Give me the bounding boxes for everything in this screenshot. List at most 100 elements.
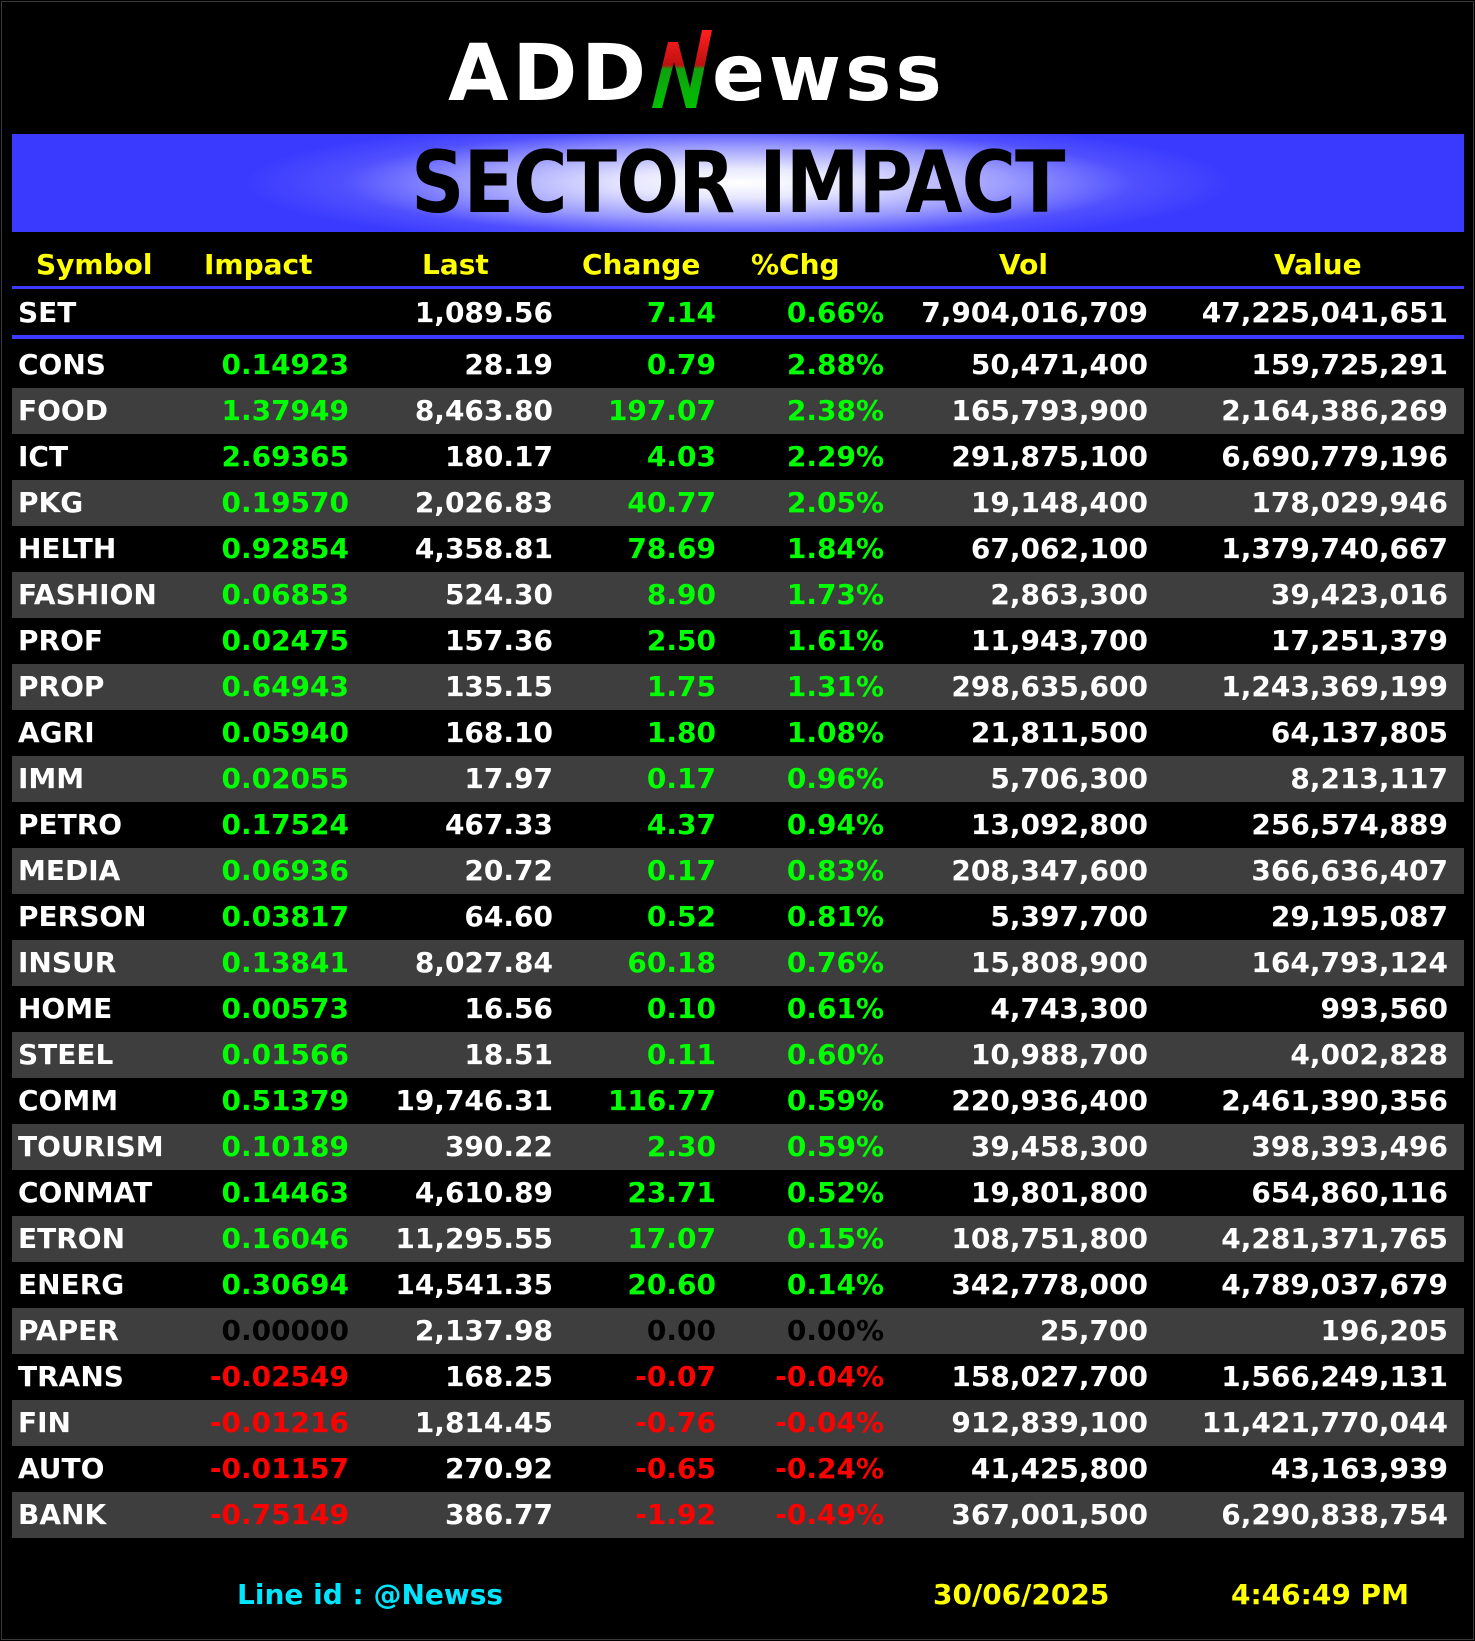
cell-pct: 1.08% (786, 716, 884, 749)
cell-value: 6,290,838,754 (1221, 1498, 1448, 1531)
cell-value: 654,860,116 (1251, 1176, 1448, 1209)
cell-vol: 19,801,800 (970, 1176, 1148, 1209)
cell-last: 4,610.89 (414, 1176, 553, 1209)
cell-symbol: PKG (18, 486, 84, 519)
footer-time: 4:46:49 PM (1231, 1578, 1409, 1611)
cell-pct: 0.81% (786, 900, 884, 933)
cell-change: 0.10 (646, 992, 716, 1025)
cell-impact: 0.00000 (221, 1314, 349, 1347)
cell-symbol: PROF (18, 624, 104, 657)
table-row: PROF 0.02475 157.36 2.50 1.61% 11,943,700 17,2… (12, 618, 1464, 664)
cell-last: 1,814.45 (414, 1406, 553, 1439)
cell-change: -0.65 (635, 1452, 716, 1485)
cell-change: 40.77 (627, 486, 716, 519)
cell-symbol: AGRI (18, 716, 95, 749)
cell-change: 0.17 (646, 854, 716, 887)
cell-impact: 1.37949 (221, 394, 349, 427)
cell-change: 60.18 (627, 946, 716, 979)
cell-pct: -0.24% (775, 1452, 884, 1485)
cell-change: -0.07 (635, 1360, 716, 1393)
cell-last: 157.36 (444, 624, 553, 657)
cell-change: 0.11 (646, 1038, 716, 1071)
cell-pct: 1.73% (786, 578, 884, 611)
cell-vol: 39,458,300 (970, 1130, 1148, 1163)
set-index-row: SET 1,089.56 7.14 0.66% 7,904,016,709 47… (12, 291, 1464, 335)
cell-change: 17.07 (627, 1222, 716, 1255)
cell-impact: 0.02475 (221, 624, 349, 657)
cell-impact: 0.01566 (221, 1038, 349, 1071)
cell-vol: 21,811,500 (970, 716, 1148, 749)
cell-last: 19,746.31 (395, 1084, 553, 1117)
table-row: MEDIA 0.06936 20.72 0.17 0.83% 208,347,600 366… (12, 848, 1464, 894)
cell-change: 78.69 (627, 532, 716, 565)
cell-impact: 0.17524 (221, 808, 349, 841)
cell-value: 64,137,805 (1270, 716, 1448, 749)
cell-pct: 0.83% (786, 854, 884, 887)
cell-pct: 0.94% (786, 808, 884, 841)
cell-value: 256,574,889 (1251, 808, 1448, 841)
cell-last: 28.19 (464, 348, 553, 381)
set-change: 7.14 (646, 296, 716, 329)
cell-vol: 208,347,600 (951, 854, 1148, 887)
table-row: HELTH 0.92854 4,358.81 78.69 1.84% 67,062,100… (12, 526, 1464, 572)
cell-change: 8.90 (646, 578, 716, 611)
cell-change: 0.17 (646, 762, 716, 795)
cell-value: 6,690,779,196 (1221, 440, 1448, 473)
cell-vol: 108,751,800 (951, 1222, 1148, 1255)
banner-title: SECTOR IMPACT (411, 133, 1065, 233)
table-row: PERSON 0.03817 64.60 0.52 0.81% 5,397,700 29,1… (12, 894, 1464, 940)
table-row: ENERG 0.30694 14,541.35 20.60 0.14% 342,778,0… (12, 1262, 1464, 1308)
cell-last: 20.72 (464, 854, 553, 887)
cell-impact: 0.05940 (221, 716, 349, 749)
set-value: 47,225,041,651 (1201, 296, 1448, 329)
cell-pct: 0.59% (786, 1130, 884, 1163)
cell-impact: 0.51379 (221, 1084, 349, 1117)
cell-symbol: CONS (18, 348, 106, 381)
header-divider (12, 286, 1464, 289)
cell-vol: 25,700 (1039, 1314, 1148, 1347)
cell-last: 390.22 (444, 1130, 553, 1163)
cell-value: 39,423,016 (1270, 578, 1448, 611)
cell-change: -0.76 (635, 1406, 716, 1439)
cell-symbol: PERSON (18, 900, 147, 933)
cell-pct: 2.88% (786, 348, 884, 381)
header-vol: Vol (999, 248, 1048, 281)
cell-value: 17,251,379 (1270, 624, 1448, 657)
cell-vol: 165,793,900 (951, 394, 1148, 427)
cell-value: 2,461,390,356 (1221, 1084, 1448, 1117)
footer-line-id: Line id : @Newss (237, 1578, 504, 1611)
cell-last: 11,295.55 (395, 1222, 553, 1255)
cell-value: 1,566,249,131 (1221, 1360, 1448, 1393)
cell-impact: 0.13841 (221, 946, 349, 979)
cell-symbol: TOURISM (18, 1130, 164, 1163)
cell-vol: 367,001,500 (951, 1498, 1148, 1531)
cell-symbol: STEEL (18, 1038, 114, 1071)
cell-pct: 0.60% (786, 1038, 884, 1071)
cell-pct: 1.31% (786, 670, 884, 703)
sector-table: CONS 0.14923 28.19 0.79 2.88% 50,471,400 159,7… (12, 342, 1464, 1538)
cell-impact: 0.00573 (221, 992, 349, 1025)
cell-pct: 0.59% (786, 1084, 884, 1117)
cell-last: 524.30 (444, 578, 553, 611)
cell-value: 1,379,740,667 (1221, 532, 1448, 565)
cell-change: 2.50 (646, 624, 716, 657)
set-vol: 7,904,016,709 (921, 296, 1148, 329)
cell-impact: 0.03817 (221, 900, 349, 933)
cell-change: 0.52 (646, 900, 716, 933)
cell-last: 8,027.84 (414, 946, 553, 979)
cell-vol: 2,863,300 (990, 578, 1148, 611)
cell-vol: 50,471,400 (970, 348, 1148, 381)
cell-impact: -0.01216 (209, 1406, 349, 1439)
cell-value: 4,281,371,765 (1221, 1222, 1448, 1255)
cell-symbol: FASHION (18, 578, 157, 611)
cell-impact: 0.14463 (221, 1176, 349, 1209)
cell-value: 1,243,369,199 (1221, 670, 1448, 703)
cell-last: 17.97 (464, 762, 553, 795)
cell-vol: 912,839,100 (951, 1406, 1148, 1439)
cell-impact: -0.02549 (209, 1360, 349, 1393)
table-row: ETRON 0.16046 11,295.55 17.07 0.15% 108,751,8… (12, 1216, 1464, 1262)
cell-last: 386.77 (444, 1498, 553, 1531)
table-row: TRANS -0.02549 168.25 -0.07 -0.04% 158,027,70… (12, 1354, 1464, 1400)
cell-last: 270.92 (444, 1452, 553, 1485)
cell-value: 178,029,946 (1251, 486, 1448, 519)
